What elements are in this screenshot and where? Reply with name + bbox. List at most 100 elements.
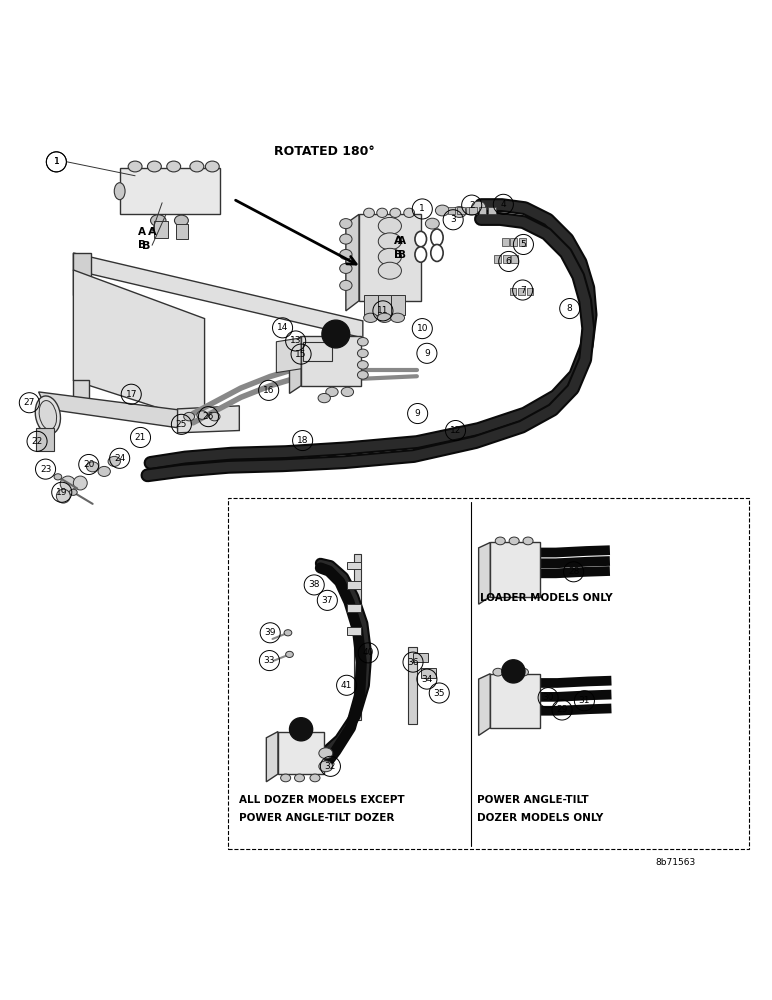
Ellipse shape <box>36 396 60 434</box>
Text: LOADER MODELS ONLY: LOADER MODELS ONLY <box>480 593 613 603</box>
Ellipse shape <box>280 774 290 782</box>
Text: 7: 7 <box>520 286 526 295</box>
Bar <box>469 207 477 214</box>
Ellipse shape <box>147 161 161 172</box>
Polygon shape <box>359 214 421 301</box>
Text: A: A <box>398 236 406 246</box>
Text: 40: 40 <box>363 648 374 657</box>
Polygon shape <box>301 336 361 386</box>
Polygon shape <box>73 380 89 407</box>
Ellipse shape <box>184 412 195 421</box>
Text: A: A <box>394 236 403 246</box>
Polygon shape <box>347 627 361 635</box>
Bar <box>479 207 486 214</box>
Bar <box>527 288 533 295</box>
Polygon shape <box>408 647 417 724</box>
Text: 2: 2 <box>469 201 475 210</box>
Text: A: A <box>147 227 157 237</box>
Polygon shape <box>354 554 361 720</box>
Text: 30: 30 <box>543 693 554 702</box>
Bar <box>518 288 525 295</box>
Bar <box>494 255 501 263</box>
Polygon shape <box>490 542 540 596</box>
Text: ROTATED 180°: ROTATED 180° <box>274 145 375 158</box>
Polygon shape <box>73 253 91 295</box>
Ellipse shape <box>197 411 208 419</box>
Text: 9: 9 <box>424 349 430 358</box>
Text: 8b71563: 8b71563 <box>655 858 696 867</box>
Circle shape <box>502 660 525 683</box>
Bar <box>511 255 518 263</box>
Polygon shape <box>347 562 361 569</box>
Ellipse shape <box>310 774 320 782</box>
Text: 6: 6 <box>506 257 512 266</box>
Ellipse shape <box>364 313 378 322</box>
Polygon shape <box>73 253 363 338</box>
Text: 1: 1 <box>53 157 59 166</box>
Polygon shape <box>39 409 54 427</box>
Ellipse shape <box>341 387 354 397</box>
Text: 10: 10 <box>417 324 428 333</box>
Polygon shape <box>276 338 301 373</box>
Text: 37: 37 <box>322 596 333 605</box>
Text: POWER ANGLE-TILT DOZER: POWER ANGLE-TILT DOZER <box>239 813 394 823</box>
Text: 32: 32 <box>325 762 336 771</box>
Ellipse shape <box>496 537 505 545</box>
Ellipse shape <box>286 651 293 657</box>
Text: 16: 16 <box>263 386 274 395</box>
Text: B: B <box>394 250 402 260</box>
Ellipse shape <box>378 313 391 322</box>
Circle shape <box>322 320 350 348</box>
Ellipse shape <box>151 215 166 226</box>
Ellipse shape <box>326 387 338 397</box>
Ellipse shape <box>435 205 449 216</box>
Polygon shape <box>490 674 540 728</box>
Ellipse shape <box>209 412 220 421</box>
Text: 4: 4 <box>500 200 506 209</box>
Text: 39: 39 <box>265 628 276 637</box>
Ellipse shape <box>472 201 486 212</box>
Bar <box>502 238 509 246</box>
Text: 35: 35 <box>434 688 445 698</box>
Ellipse shape <box>205 161 219 172</box>
Text: 36: 36 <box>408 658 418 667</box>
Text: B: B <box>138 240 146 250</box>
Ellipse shape <box>493 668 503 676</box>
Ellipse shape <box>391 313 405 322</box>
Text: 15: 15 <box>296 350 306 359</box>
Text: 9: 9 <box>415 409 421 418</box>
Bar <box>364 295 378 315</box>
Ellipse shape <box>98 466 110 476</box>
Text: 8: 8 <box>567 304 573 313</box>
Text: B: B <box>143 241 151 251</box>
Text: 18: 18 <box>297 436 308 445</box>
Bar <box>457 207 465 214</box>
Ellipse shape <box>319 761 333 772</box>
Text: 31: 31 <box>579 696 590 705</box>
Ellipse shape <box>378 248 401 265</box>
Ellipse shape <box>54 474 62 480</box>
Text: A: A <box>138 227 146 237</box>
Circle shape <box>60 476 76 492</box>
Bar <box>448 207 455 214</box>
Bar <box>421 668 436 678</box>
Polygon shape <box>178 406 239 433</box>
Text: 1: 1 <box>419 204 425 213</box>
Text: 38: 38 <box>309 580 320 589</box>
Ellipse shape <box>69 489 77 495</box>
Bar <box>391 295 405 315</box>
Text: ALL DOZER MODELS EXCEPT: ALL DOZER MODELS EXCEPT <box>239 795 405 805</box>
Ellipse shape <box>415 247 426 262</box>
Text: 24: 24 <box>114 454 125 463</box>
Text: 1: 1 <box>53 157 59 166</box>
Text: 17: 17 <box>126 390 137 399</box>
Polygon shape <box>479 674 490 735</box>
Text: 19: 19 <box>56 488 67 497</box>
Ellipse shape <box>340 219 352 229</box>
Ellipse shape <box>518 668 528 676</box>
Ellipse shape <box>390 208 401 217</box>
Ellipse shape <box>128 161 142 172</box>
Ellipse shape <box>340 280 352 290</box>
Ellipse shape <box>114 183 125 200</box>
Ellipse shape <box>506 668 516 676</box>
